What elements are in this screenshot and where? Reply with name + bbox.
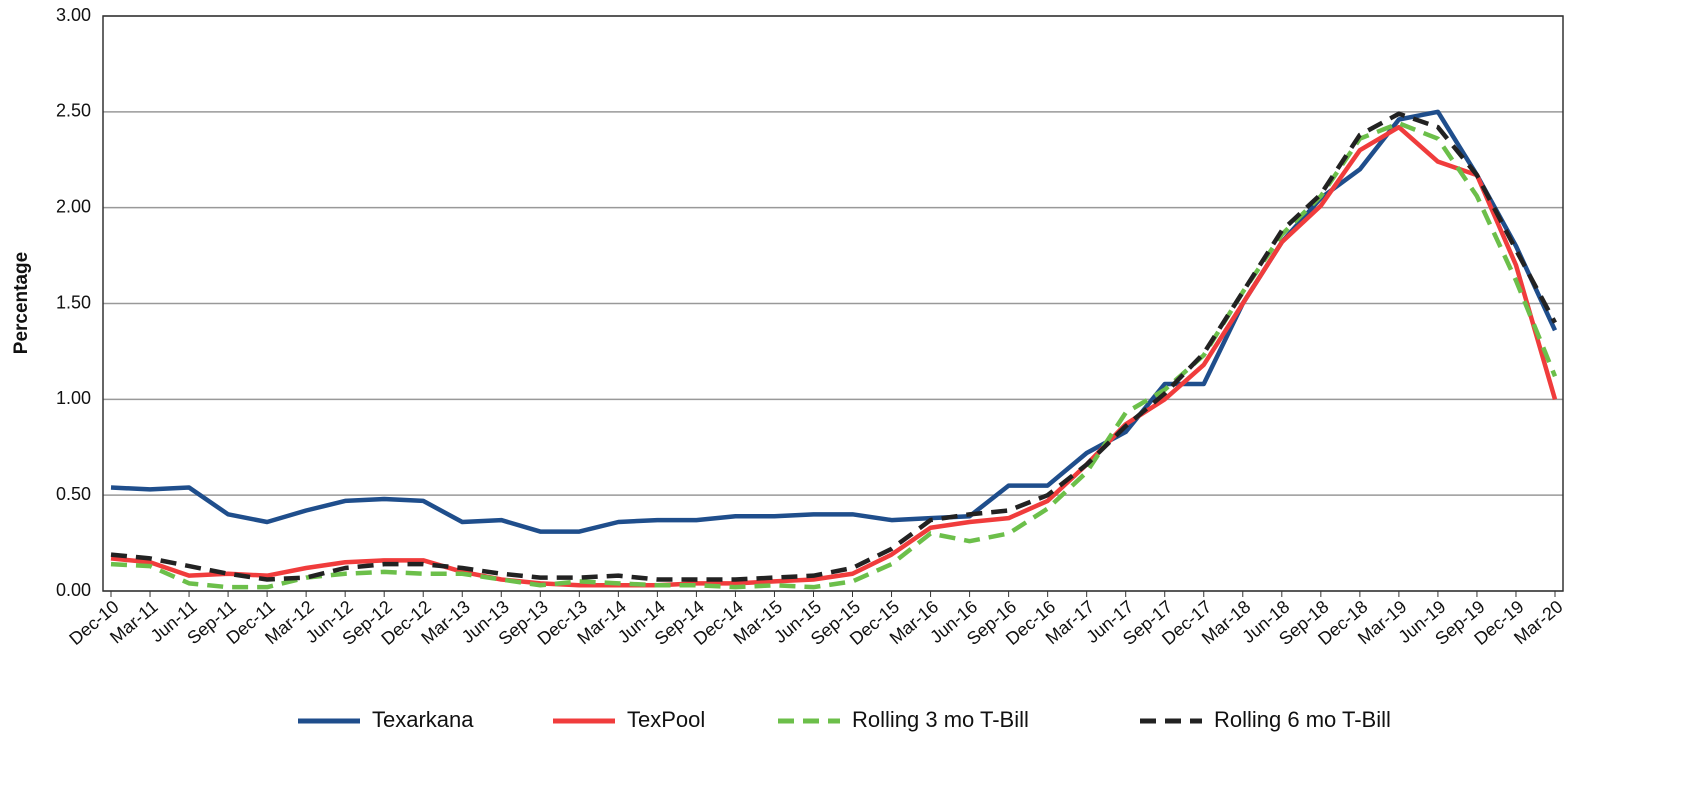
y-tick-label: 3.00: [56, 5, 91, 25]
series-line: [110, 111, 1557, 582]
legend-label: Rolling 3 mo T-Bill: [852, 707, 1029, 732]
series-line: [110, 109, 1558, 534]
y-tick-label: 2.00: [56, 196, 91, 216]
legend-label: TexPool: [627, 707, 705, 732]
series-line: [110, 121, 1558, 590]
legend-label: Texarkana: [372, 707, 474, 732]
plot-frame: [102, 15, 1564, 592]
y-tick-label: 2.50: [56, 101, 91, 121]
series-line: [110, 124, 1558, 588]
y-axis-label: Percentage: [11, 252, 32, 354]
y-tick-label: 1.00: [56, 388, 91, 408]
y-tick-label: 1.50: [56, 292, 91, 312]
y-tick-label: 0.00: [56, 580, 91, 600]
legend-label: Rolling 6 mo T-Bill: [1214, 707, 1391, 732]
y-tick-label: 0.50: [56, 484, 91, 504]
